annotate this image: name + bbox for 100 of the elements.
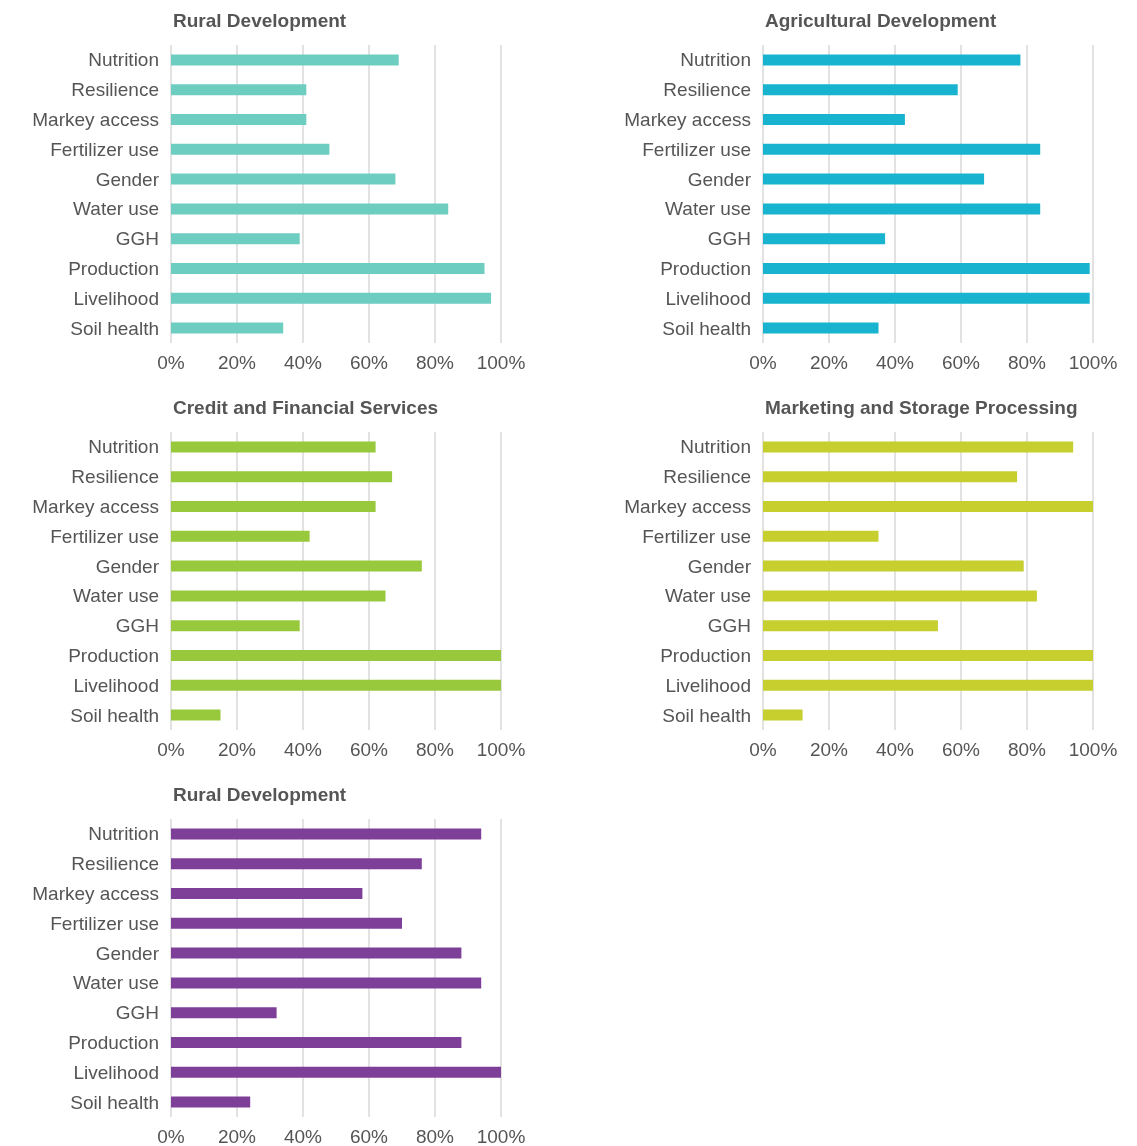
x-tick-label: 80% <box>1007 739 1047 760</box>
x-tick-label: 0% <box>157 739 185 760</box>
bar <box>763 114 905 125</box>
y-tick-label: Gender <box>95 555 160 577</box>
y-tick-label: Soil health <box>70 704 159 726</box>
bar <box>171 1007 277 1019</box>
y-tick-label: Nutrition <box>680 49 751 71</box>
y-tick-label: Fertilizer use <box>642 138 751 160</box>
bar <box>763 590 1037 602</box>
y-tick-label: Water use <box>73 585 159 607</box>
bar <box>171 560 422 572</box>
y-tick-label: Fertilizer use <box>642 525 751 547</box>
bar <box>763 322 879 334</box>
y-tick-label: Fertilizer use <box>50 912 159 934</box>
bar <box>171 84 307 96</box>
x-tick-label: 40% <box>283 1126 323 1146</box>
y-tick-label: Markey access <box>32 883 159 904</box>
bar <box>763 560 1024 572</box>
y-tick-label: Gender <box>95 168 160 190</box>
x-tick-label: 40% <box>875 352 915 373</box>
bar <box>171 263 485 274</box>
bar <box>763 709 803 721</box>
y-tick-label: Nutrition <box>88 436 159 458</box>
chart-title: Marketing and Storage Processing <box>765 397 1078 418</box>
y-tick-label: Livelihood <box>665 287 751 309</box>
y-tick-label: Livelihood <box>665 674 751 696</box>
bar <box>171 501 376 512</box>
x-tick-label: 100% <box>1068 352 1118 373</box>
y-tick-label: Resilience <box>71 79 159 101</box>
x-tick-label: 0% <box>157 352 185 373</box>
bar <box>763 143 1041 155</box>
y-tick-label: Fertilizer use <box>50 525 159 547</box>
x-tick-label: 60% <box>941 352 981 373</box>
y-tick-label: Resilience <box>663 79 751 101</box>
bar <box>171 471 393 483</box>
bar <box>763 441 1074 453</box>
bar <box>171 858 422 870</box>
y-tick-label: Water use <box>73 198 159 220</box>
y-tick-label: Nutrition <box>88 823 159 845</box>
bar <box>171 917 402 929</box>
x-tick-label: 80% <box>415 352 455 373</box>
y-tick-label: Resilience <box>663 466 751 488</box>
bar <box>171 977 482 989</box>
bar <box>171 233 300 245</box>
bar <box>171 679 501 691</box>
y-tick-label: Production <box>660 645 751 666</box>
bar <box>763 54 1021 66</box>
x-tick-label: 60% <box>349 352 389 373</box>
x-tick-label: 100% <box>1068 739 1118 760</box>
x-tick-label: 40% <box>283 739 323 760</box>
bar <box>171 530 310 542</box>
y-tick-label: Water use <box>665 585 751 607</box>
bar <box>171 1037 462 1048</box>
x-tick-label: 40% <box>875 739 915 760</box>
bar <box>171 709 221 721</box>
x-tick-label: 80% <box>415 1126 455 1146</box>
x-tick-label: 20% <box>809 352 849 373</box>
chart-title: Rural Development <box>173 784 347 805</box>
x-tick-label: 60% <box>349 739 389 760</box>
x-tick-label: 40% <box>283 352 323 373</box>
x-tick-label: 20% <box>217 739 257 760</box>
y-tick-label: Soil health <box>70 317 159 339</box>
y-tick-label: Production <box>68 1032 159 1053</box>
bar <box>763 471 1018 483</box>
x-tick-label: 0% <box>157 1126 185 1146</box>
bar <box>171 947 462 959</box>
y-tick-label: Soil health <box>662 317 751 339</box>
x-tick-label: 100% <box>476 739 526 760</box>
y-tick-label: Markey access <box>32 496 159 517</box>
bar <box>171 114 307 125</box>
y-tick-label: Livelihood <box>73 1061 159 1083</box>
y-tick-label: Nutrition <box>88 49 159 71</box>
y-tick-label: Markey access <box>624 109 751 130</box>
x-tick-label: 20% <box>809 739 849 760</box>
bar <box>763 650 1093 661</box>
y-tick-label: Soil health <box>70 1091 159 1113</box>
y-tick-label: GGH <box>115 615 159 637</box>
bar <box>171 322 284 334</box>
y-tick-label: Livelihood <box>73 674 159 696</box>
y-tick-label: Water use <box>665 198 751 220</box>
y-tick-label: Resilience <box>71 466 159 488</box>
chart-title: Rural Development <box>173 10 347 31</box>
x-tick-label: 20% <box>217 1126 257 1146</box>
bar <box>171 620 300 632</box>
y-tick-label: Gender <box>95 942 160 964</box>
bar <box>763 84 958 96</box>
y-tick-label: Soil health <box>662 704 751 726</box>
y-tick-label: Markey access <box>32 109 159 130</box>
y-tick-label: GGH <box>115 228 159 250</box>
bar <box>763 173 985 185</box>
y-tick-label: GGH <box>707 228 751 250</box>
x-tick-label: 20% <box>217 352 257 373</box>
y-tick-label: Production <box>68 645 159 666</box>
x-tick-label: 80% <box>415 739 455 760</box>
bar <box>171 173 396 185</box>
y-tick-label: GGH <box>115 1002 159 1024</box>
bar <box>171 590 386 602</box>
y-tick-label: Gender <box>687 555 752 577</box>
y-tick-label: Water use <box>73 972 159 994</box>
bar <box>171 888 363 899</box>
